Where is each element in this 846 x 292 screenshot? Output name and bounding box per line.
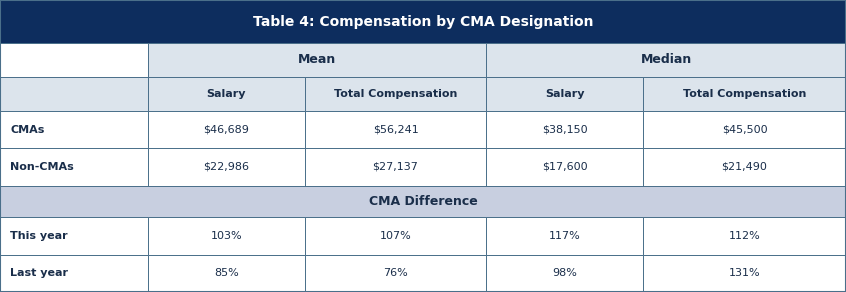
Bar xyxy=(486,217,643,255)
Text: $17,600: $17,600 xyxy=(542,162,587,172)
Bar xyxy=(305,255,486,292)
Bar xyxy=(486,77,643,111)
Text: Table 4: Compensation by CMA Designation: Table 4: Compensation by CMA Designation xyxy=(253,15,593,29)
Bar xyxy=(148,111,305,148)
Text: Total Compensation: Total Compensation xyxy=(683,89,806,99)
Bar xyxy=(486,255,643,292)
Bar xyxy=(148,148,305,186)
Text: $22,986: $22,986 xyxy=(203,162,250,172)
Text: $46,689: $46,689 xyxy=(203,125,250,135)
Bar xyxy=(305,111,486,148)
Bar xyxy=(643,148,846,186)
Bar xyxy=(148,77,305,111)
Bar xyxy=(0,0,846,43)
Bar xyxy=(305,217,486,255)
Text: Mean: Mean xyxy=(298,53,337,67)
Text: 131%: 131% xyxy=(728,268,761,278)
Text: $27,137: $27,137 xyxy=(372,162,419,172)
Bar xyxy=(0,255,148,292)
Bar xyxy=(643,217,846,255)
Text: This year: This year xyxy=(10,231,68,241)
Text: 107%: 107% xyxy=(380,231,411,241)
Bar xyxy=(0,217,148,255)
Bar xyxy=(148,255,305,292)
Text: Salary: Salary xyxy=(206,89,246,99)
Text: $38,150: $38,150 xyxy=(542,125,587,135)
Text: Median: Median xyxy=(640,53,692,67)
Text: $21,490: $21,490 xyxy=(722,162,767,172)
Text: CMAs: CMAs xyxy=(10,125,45,135)
Bar xyxy=(486,148,643,186)
Bar xyxy=(0,43,148,77)
Text: 112%: 112% xyxy=(728,231,761,241)
Bar xyxy=(0,186,846,217)
Text: 117%: 117% xyxy=(549,231,580,241)
Bar xyxy=(148,43,486,77)
Text: $45,500: $45,500 xyxy=(722,125,767,135)
Bar xyxy=(486,111,643,148)
Bar xyxy=(0,111,148,148)
Bar xyxy=(486,43,846,77)
Bar xyxy=(148,217,305,255)
Text: Last year: Last year xyxy=(10,268,69,278)
Text: 85%: 85% xyxy=(214,268,239,278)
Text: Non-CMAs: Non-CMAs xyxy=(10,162,74,172)
Text: CMA Difference: CMA Difference xyxy=(369,195,477,208)
Text: $56,241: $56,241 xyxy=(372,125,419,135)
Text: Salary: Salary xyxy=(545,89,585,99)
Bar xyxy=(643,111,846,148)
Bar xyxy=(305,77,486,111)
Bar xyxy=(0,148,148,186)
Text: Total Compensation: Total Compensation xyxy=(334,89,457,99)
Text: 76%: 76% xyxy=(383,268,408,278)
Text: 98%: 98% xyxy=(552,268,577,278)
Bar xyxy=(643,77,846,111)
Bar xyxy=(0,77,148,111)
Bar xyxy=(643,255,846,292)
Bar xyxy=(305,148,486,186)
Text: 103%: 103% xyxy=(211,231,242,241)
